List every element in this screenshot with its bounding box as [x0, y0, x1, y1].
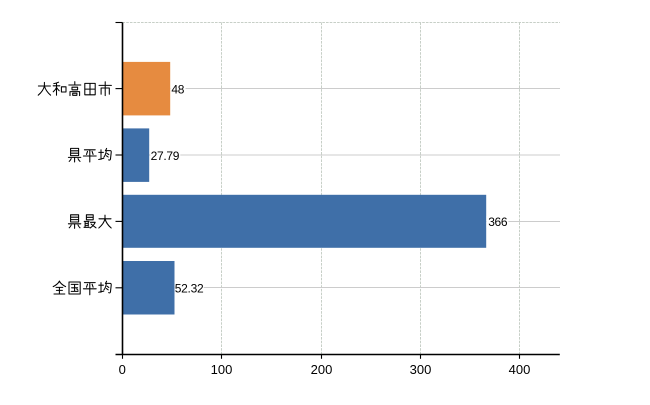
- svg-text:27.79: 27.79: [151, 149, 180, 163]
- svg-text:400: 400: [509, 362, 531, 377]
- svg-text:300: 300: [410, 362, 432, 377]
- svg-text:0: 0: [119, 362, 126, 377]
- svg-text:100: 100: [211, 362, 233, 377]
- svg-text:200: 200: [311, 362, 333, 377]
- svg-text:48: 48: [171, 83, 184, 97]
- svg-text:52.32: 52.32: [175, 282, 204, 296]
- svg-text:366: 366: [488, 215, 508, 229]
